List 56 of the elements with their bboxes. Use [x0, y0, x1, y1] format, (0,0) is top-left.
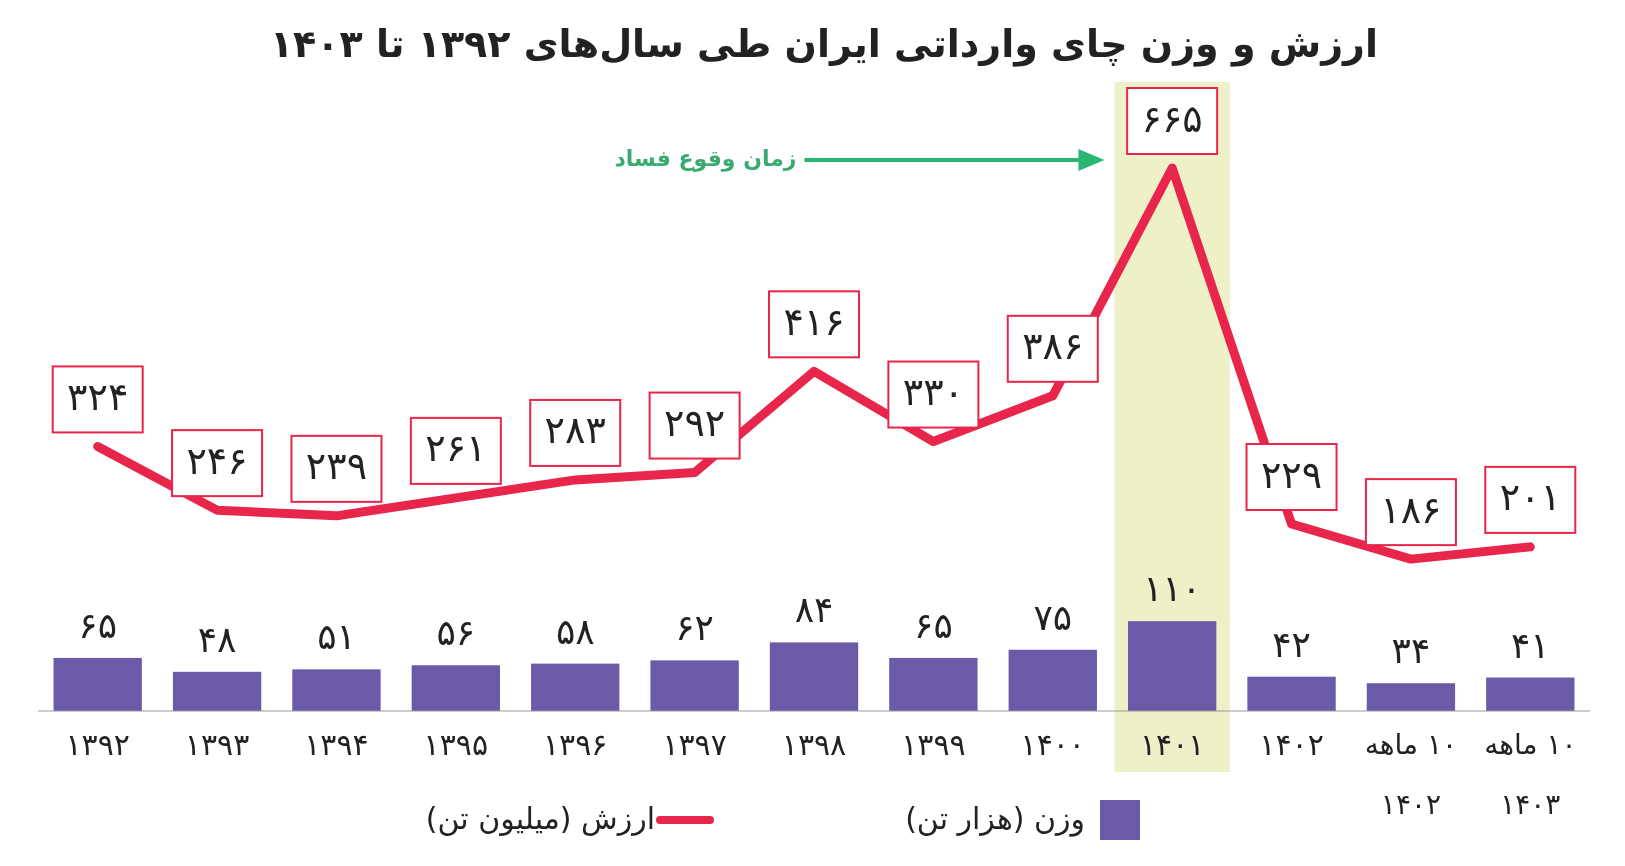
data-label: ۸۴: [794, 589, 834, 631]
data-label: ۴۱: [1510, 624, 1550, 666]
annotation: زمان وقوع فساد: [614, 146, 797, 172]
bar: [889, 657, 978, 711]
data-label: ۲۳۹: [305, 444, 368, 489]
x-tick-label: ۱۳۹۶: [543, 726, 608, 762]
data-label: ۶۵: [914, 604, 953, 646]
data-label: ۵۶: [436, 612, 476, 654]
x-tick-label: ۱۴۰۱: [1139, 726, 1205, 762]
x-tick-label: ۱۳۹۴: [304, 726, 369, 762]
bar: [53, 657, 142, 711]
bar: [411, 665, 501, 711]
x-tick-label: ۱۳۹۷: [662, 726, 727, 762]
data-label: ۲۸۳: [544, 408, 606, 453]
x-tick-label: ۱۳۹۵: [423, 726, 489, 762]
legend-label: ارزش (میلیون تن): [425, 800, 655, 836]
x-tick-label: ۱۰ ماهه ۱۴۰۲: [1364, 728, 1458, 821]
data-label: ۱۸۶: [1380, 487, 1442, 532]
bar: [1366, 683, 1456, 711]
x-tick-label: ۱۳۹۹: [901, 726, 966, 762]
bar: [531, 663, 620, 711]
x-tick-label: ۱۳۹۲: [65, 726, 130, 762]
bar: [769, 642, 859, 711]
data-label: ۱۱۰: [1143, 568, 1202, 610]
data-label: ۴۱۶: [783, 299, 845, 344]
data-label: ۳۸۶: [1022, 324, 1084, 369]
data-label: ۵۸: [555, 610, 595, 652]
bar: [172, 671, 262, 711]
bar: [1247, 676, 1336, 711]
data-label: ۳۲۴: [67, 374, 129, 419]
data-label: ۳۳۰: [902, 370, 964, 415]
bar: [292, 669, 381, 711]
x-tick-label: ۱۰ ماهه ۱۴۰۳: [1484, 728, 1577, 821]
data-label: ۵۱: [317, 616, 356, 658]
bar: [1486, 677, 1575, 711]
x-tick-label: ۱۴۰۲: [1259, 726, 1324, 762]
x-tick-label: ۱۳۹۳: [184, 726, 250, 762]
data-label: ۴۲: [1272, 623, 1311, 665]
data-label: ۲۶۱: [425, 426, 487, 471]
legend-label: وزن (هزار تن): [905, 800, 1085, 837]
data-label: ۶۲: [675, 607, 714, 649]
data-label: ۴۸: [197, 618, 237, 660]
x-tick-label: ۱۴۰۰: [1020, 726, 1085, 762]
data-label: ۲۰۱: [1499, 475, 1561, 520]
data-label: ۶۶۵: [1141, 96, 1203, 141]
data-label: ۳۴: [1391, 630, 1431, 672]
data-label: ۲۴۶: [186, 438, 248, 483]
bar: [1127, 621, 1217, 711]
x-tick-label: ۱۳۹۸: [781, 726, 847, 762]
data-label: ۲۹۲: [664, 401, 726, 446]
bar: [1008, 649, 1097, 711]
data-label: ۷۵: [1033, 596, 1073, 638]
data-label: ۶۵: [78, 604, 118, 646]
bar: [650, 660, 739, 711]
data-label: ۲۲۹: [1260, 452, 1323, 497]
chart-title: ارزش و وزن چای وارداتی ایران طی سال‌های ۱۳۹۲ تا ۱۴۰۳: [269, 21, 1378, 67]
